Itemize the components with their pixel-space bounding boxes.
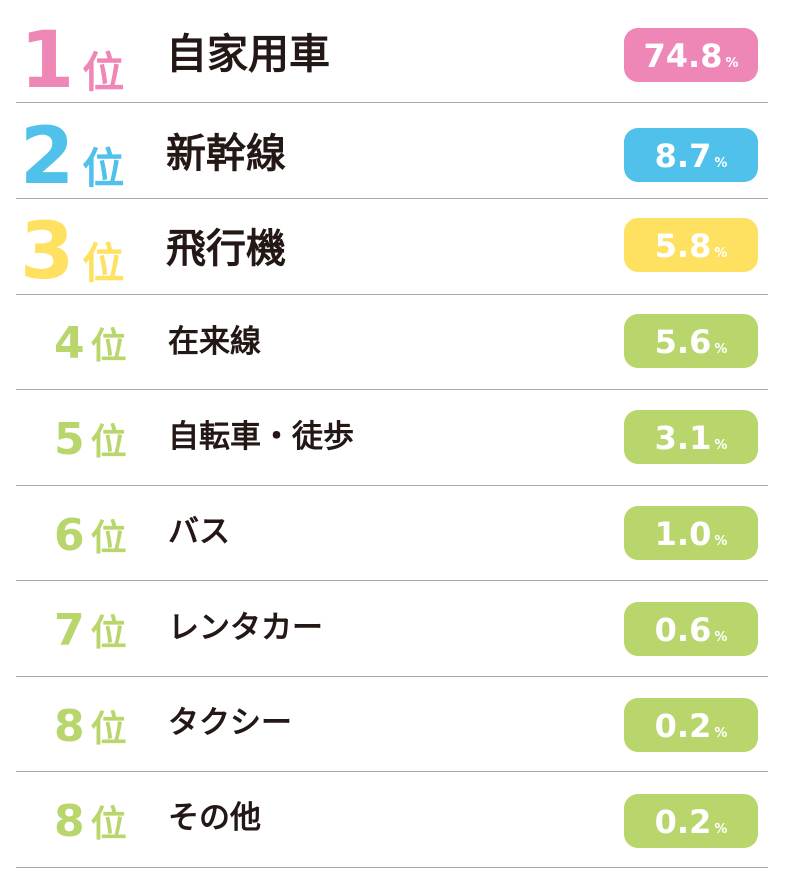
divider bbox=[16, 580, 768, 581]
rank-suffix: 位 bbox=[90, 326, 127, 367]
rank-suffix: 位 bbox=[82, 48, 125, 97]
percentage-badge: 5.8 % bbox=[624, 218, 758, 272]
percentage-badge: 3.1 % bbox=[624, 410, 758, 464]
divider bbox=[16, 867, 768, 868]
rank-suffix: 位 bbox=[82, 239, 125, 288]
rank-number: 4 bbox=[54, 318, 85, 369]
divider bbox=[16, 102, 768, 103]
divider bbox=[16, 389, 768, 390]
ranking-row: 2 位 新幹線 8.7 % bbox=[0, 104, 788, 199]
rank-suffix: 位 bbox=[90, 518, 127, 559]
transport-name: レンタカー bbox=[168, 610, 323, 646]
rank-suffix: 位 bbox=[90, 422, 127, 463]
rank-number: 8 bbox=[54, 701, 85, 752]
rank-label: 1 位 bbox=[20, 22, 124, 100]
rank-number: 2 bbox=[20, 112, 75, 202]
divider bbox=[16, 294, 768, 295]
percentage-value: 74.8 bbox=[643, 37, 723, 75]
percentage-badge: 1.0 % bbox=[624, 506, 758, 560]
ranking-row: 8 位 タクシー 0.2 % bbox=[0, 677, 788, 772]
percentage-value: 0.6 bbox=[654, 611, 712, 649]
rank-label: 8 位 bbox=[54, 705, 127, 749]
transport-name: 新幹線 bbox=[166, 131, 286, 177]
divider bbox=[16, 676, 768, 677]
percentage-value: 3.1 bbox=[654, 419, 712, 457]
ranking-row: 4 位 在来線 5.6 % bbox=[0, 295, 788, 390]
rank-number: 5 bbox=[54, 414, 85, 465]
transport-name: タクシー bbox=[168, 705, 292, 741]
percent-unit: % bbox=[714, 630, 728, 645]
percentage-badge: 74.8 % bbox=[624, 28, 758, 82]
percentage-badge: 5.6 % bbox=[624, 314, 758, 368]
divider bbox=[16, 771, 768, 772]
percentage-value: 8.7 bbox=[654, 137, 712, 175]
rank-suffix: 位 bbox=[82, 144, 125, 193]
rank-label: 5 位 bbox=[54, 418, 127, 462]
percentage-value: 0.2 bbox=[654, 707, 712, 745]
ranking-row: 6 位 バス 1.0 % bbox=[0, 486, 788, 581]
transport-name: バス bbox=[168, 514, 230, 550]
divider bbox=[16, 485, 768, 486]
percent-unit: % bbox=[714, 822, 728, 837]
transport-name: その他 bbox=[168, 800, 261, 836]
rank-suffix: 位 bbox=[90, 613, 127, 654]
ranking-row: 8 位 その他 0.2 % bbox=[0, 772, 788, 868]
transport-name: 在来線 bbox=[168, 324, 261, 360]
ranking-row: 7 位 レンタカー 0.6 % bbox=[0, 581, 788, 677]
divider bbox=[16, 198, 768, 199]
rank-suffix: 位 bbox=[90, 709, 127, 750]
rank-label: 8 位 bbox=[54, 800, 127, 844]
percentage-value: 1.0 bbox=[654, 515, 712, 553]
rank-label: 3 位 bbox=[20, 213, 124, 291]
percent-unit: % bbox=[714, 726, 728, 741]
rank-number: 1 bbox=[20, 16, 75, 106]
percentage-badge: 0.6 % bbox=[624, 602, 758, 656]
rank-suffix: 位 bbox=[90, 804, 127, 845]
rank-label: 7 位 bbox=[54, 609, 127, 653]
percentage-value: 5.6 bbox=[654, 323, 712, 361]
rank-number: 8 bbox=[54, 796, 85, 847]
percentage-badge: 0.2 % bbox=[624, 794, 758, 848]
transport-name: 自家用車 bbox=[166, 30, 330, 78]
percent-unit: % bbox=[714, 246, 728, 261]
percent-unit: % bbox=[725, 56, 739, 71]
percentage-badge: 8.7 % bbox=[624, 128, 758, 182]
percentage-value: 0.2 bbox=[654, 803, 712, 841]
ranking-row: 3 位 飛行機 5.8 % bbox=[0, 199, 788, 294]
transport-name: 自転車・徒歩 bbox=[168, 419, 354, 455]
percent-unit: % bbox=[714, 156, 728, 171]
percent-unit: % bbox=[714, 534, 728, 549]
ranking-row: 1 位 自家用車 74.8 % bbox=[0, 0, 788, 104]
percent-unit: % bbox=[714, 438, 728, 453]
transport-name: 飛行機 bbox=[166, 226, 286, 272]
rank-label: 6 位 bbox=[54, 514, 127, 558]
rank-number: 7 bbox=[54, 605, 85, 656]
percentage-badge: 0.2 % bbox=[624, 698, 758, 752]
ranking-row: 5 位 自転車・徒歩 3.1 % bbox=[0, 390, 788, 486]
rank-label: 2 位 bbox=[20, 118, 124, 196]
rank-number: 6 bbox=[54, 510, 85, 561]
rank-number: 3 bbox=[20, 207, 75, 297]
percent-unit: % bbox=[714, 342, 728, 357]
percentage-value: 5.8 bbox=[654, 227, 712, 265]
rank-label: 4 位 bbox=[54, 322, 127, 366]
